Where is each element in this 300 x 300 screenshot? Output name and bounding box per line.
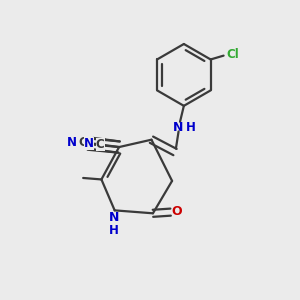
Text: C: C	[79, 136, 87, 149]
Text: N: N	[173, 121, 184, 134]
Text: N: N	[66, 136, 76, 149]
Text: N: N	[109, 211, 119, 224]
Text: Cl: Cl	[226, 48, 239, 61]
Text: C: C	[96, 139, 105, 152]
Text: N: N	[84, 137, 94, 150]
Text: O: O	[171, 205, 182, 218]
Text: H: H	[186, 121, 196, 134]
Text: H: H	[109, 224, 119, 238]
